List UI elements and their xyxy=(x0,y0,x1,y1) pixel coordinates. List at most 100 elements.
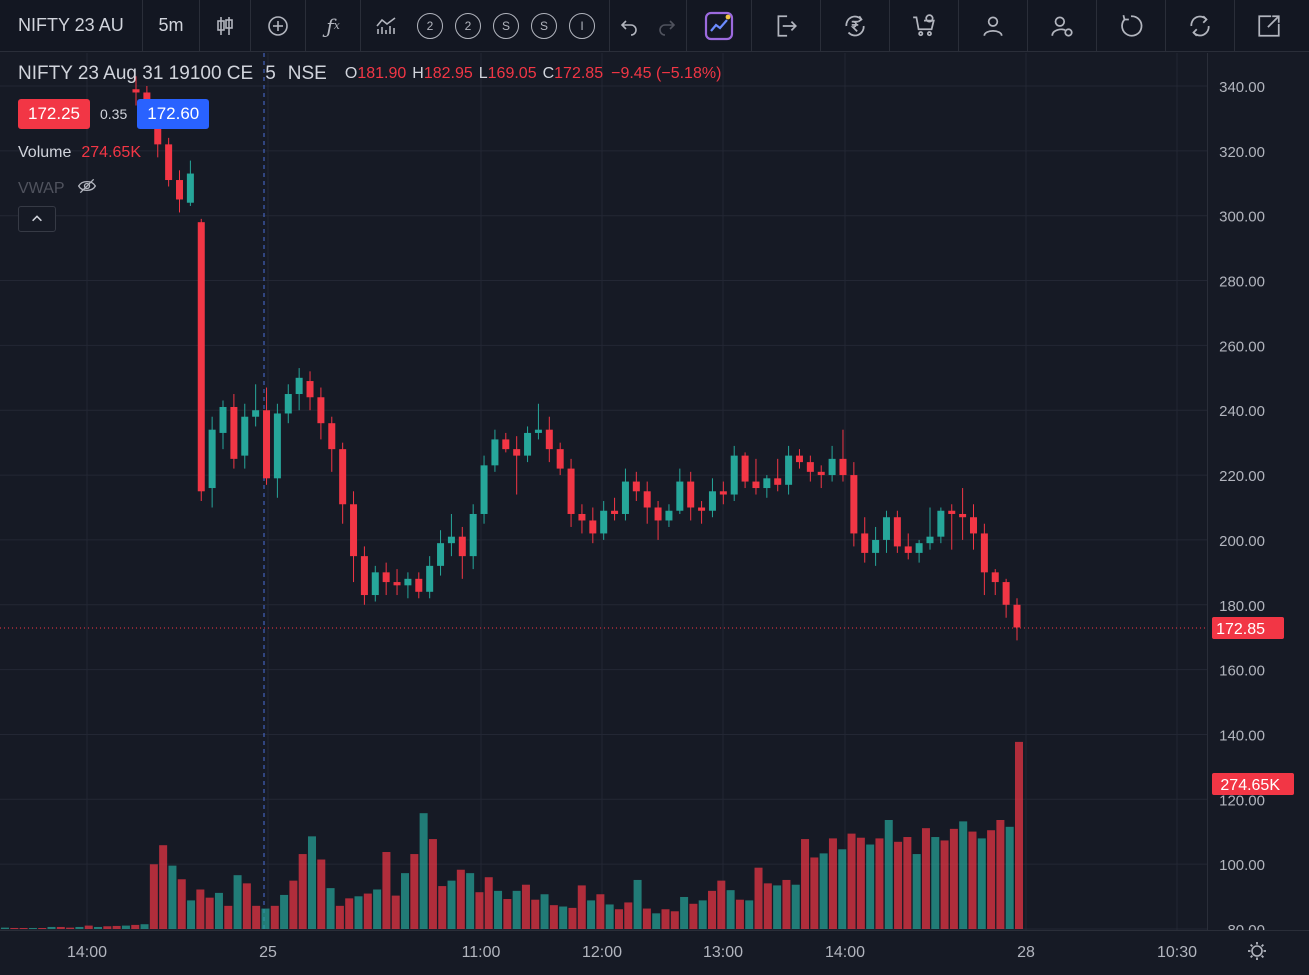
candle[interactable] xyxy=(132,76,140,106)
indicators-icon[interactable] xyxy=(361,0,411,52)
candle[interactable] xyxy=(1002,578,1010,618)
candle[interactable] xyxy=(643,481,651,524)
candle[interactable] xyxy=(186,160,194,206)
candle[interactable] xyxy=(785,445,793,495)
candle[interactable] xyxy=(469,504,477,570)
vwap-legend[interactable]: VWAP xyxy=(18,176,99,201)
candle[interactable] xyxy=(872,526,880,566)
user-settings-icon[interactable] xyxy=(1028,0,1096,52)
time-axis[interactable]: 14:00 25 11:00 12:00 13:00 14:00 28 10:30 xyxy=(0,930,1309,969)
popout-icon[interactable] xyxy=(1235,0,1303,52)
candle[interactable] xyxy=(806,455,814,482)
candle[interactable] xyxy=(980,523,988,596)
candle[interactable] xyxy=(915,539,923,563)
candle[interactable] xyxy=(904,533,912,560)
rupee-refresh-icon[interactable] xyxy=(821,0,889,52)
ai-chart-icon[interactable] xyxy=(687,0,751,52)
user-icon[interactable] xyxy=(959,0,1027,52)
candle[interactable] xyxy=(350,491,358,583)
candle[interactable] xyxy=(937,507,945,544)
candle[interactable] xyxy=(502,432,510,453)
candle[interactable] xyxy=(295,368,303,411)
candle[interactable] xyxy=(578,504,586,534)
candle[interactable] xyxy=(426,556,434,599)
candle[interactable] xyxy=(382,562,390,596)
candle[interactable] xyxy=(241,403,249,469)
candle[interactable] xyxy=(676,468,684,514)
candle[interactable] xyxy=(317,387,325,440)
candle[interactable] xyxy=(611,497,619,521)
candle[interactable] xyxy=(273,403,281,498)
candle[interactable] xyxy=(882,510,890,553)
undo-icon[interactable] xyxy=(610,0,648,52)
candle[interactable] xyxy=(600,501,608,540)
candle[interactable] xyxy=(437,530,445,576)
candle[interactable] xyxy=(741,452,749,489)
candle[interactable] xyxy=(959,488,967,540)
candle[interactable] xyxy=(371,565,379,602)
candlestick-chart[interactable] xyxy=(0,53,1207,930)
exit-icon[interactable] xyxy=(752,0,820,52)
candle[interactable] xyxy=(197,218,205,502)
candle[interactable] xyxy=(404,572,412,599)
candle[interactable] xyxy=(991,569,999,596)
price-axis[interactable]: 340.00 320.00 300.00 280.00 260.00 240.00 220.… xyxy=(1207,53,1309,939)
candle[interactable] xyxy=(556,442,564,476)
candle[interactable] xyxy=(861,517,869,563)
candle[interactable] xyxy=(306,371,314,411)
buy-price-button[interactable]: 172.60 xyxy=(137,99,210,129)
candle[interactable] xyxy=(839,429,847,482)
sync-icon[interactable] xyxy=(1166,0,1234,52)
candle[interactable] xyxy=(545,416,553,463)
add-icon[interactable] xyxy=(251,0,305,52)
candle[interactable] xyxy=(698,501,706,524)
candle[interactable] xyxy=(752,458,760,495)
candle[interactable] xyxy=(654,501,662,540)
candle[interactable] xyxy=(534,403,542,440)
candle[interactable] xyxy=(393,569,401,596)
candles-icon[interactable] xyxy=(200,0,250,52)
eye-hidden-icon[interactable] xyxy=(75,176,99,201)
candle[interactable] xyxy=(926,507,934,550)
volume-legend[interactable]: Volume 274.65K xyxy=(18,144,141,162)
candle[interactable] xyxy=(665,504,673,527)
candle[interactable] xyxy=(948,504,956,550)
candle[interactable] xyxy=(795,449,803,469)
candle[interactable] xyxy=(176,170,184,213)
candle[interactable] xyxy=(774,458,782,492)
candle[interactable] xyxy=(850,462,858,547)
num-i-icon[interactable]: I xyxy=(569,12,595,39)
interval-button[interactable]: 5m xyxy=(158,15,184,35)
candle[interactable] xyxy=(263,387,271,485)
candle[interactable] xyxy=(632,471,640,502)
candle[interactable] xyxy=(339,442,347,524)
candle[interactable] xyxy=(360,546,368,605)
candle[interactable] xyxy=(589,507,597,544)
legend-symbol[interactable]: NIFTY 23 Aug 31 19100 CE xyxy=(18,63,254,84)
symbol-search-button[interactable]: NIFTY 23 AU xyxy=(18,15,124,35)
chart-pane[interactable] xyxy=(0,53,1207,930)
candle[interactable] xyxy=(415,572,423,599)
candle[interactable] xyxy=(480,455,488,524)
num-s-icon[interactable]: S xyxy=(531,12,557,39)
candle[interactable] xyxy=(219,400,227,450)
sell-price-button[interactable]: 172.25 xyxy=(18,99,90,129)
candle[interactable] xyxy=(828,445,836,482)
candle[interactable] xyxy=(969,504,977,550)
collapse-legend-button[interactable] xyxy=(18,206,56,232)
gear-icon[interactable] xyxy=(1248,942,1266,960)
num-s-icon[interactable]: S xyxy=(493,12,519,39)
candle[interactable] xyxy=(284,384,292,424)
candle[interactable] xyxy=(208,416,216,508)
candle[interactable] xyxy=(621,468,629,521)
candle[interactable] xyxy=(763,475,771,498)
candle[interactable] xyxy=(252,384,260,427)
candle[interactable] xyxy=(567,458,575,527)
candle[interactable] xyxy=(708,478,716,518)
reload-icon[interactable] xyxy=(1097,0,1165,52)
candle[interactable] xyxy=(491,429,499,472)
candle[interactable] xyxy=(513,436,521,495)
redo-icon[interactable] xyxy=(648,0,686,52)
candle[interactable] xyxy=(524,426,532,463)
